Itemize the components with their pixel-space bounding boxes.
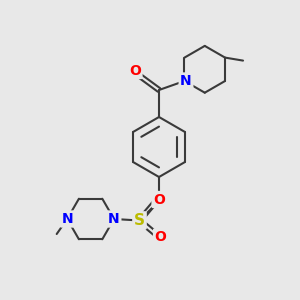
- Text: S: S: [134, 213, 145, 228]
- Text: O: O: [153, 193, 165, 206]
- Text: O: O: [129, 64, 141, 77]
- Text: N: N: [108, 212, 120, 226]
- Text: N: N: [61, 212, 73, 226]
- Text: N: N: [180, 74, 192, 88]
- Text: O: O: [154, 230, 166, 244]
